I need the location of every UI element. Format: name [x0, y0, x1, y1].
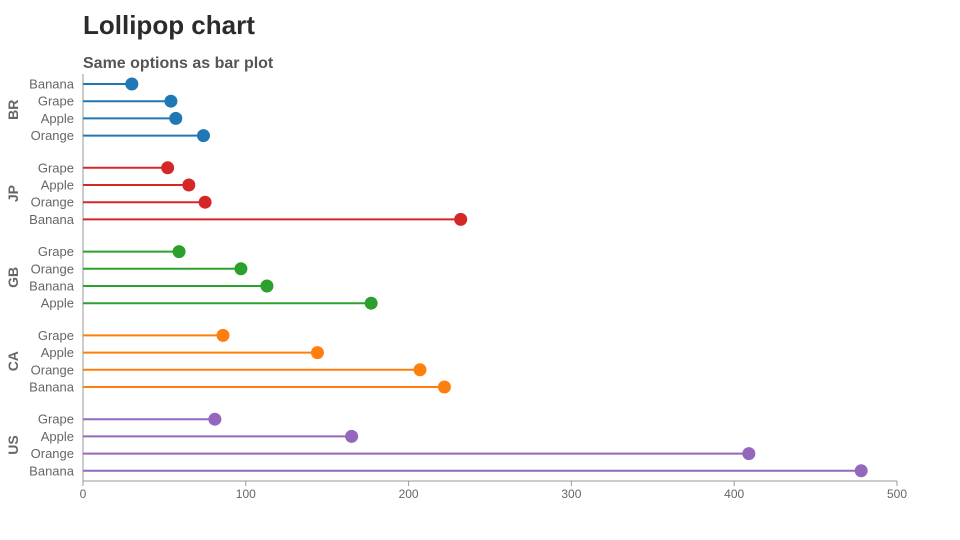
lollipop-dot: [169, 111, 183, 125]
lollipop-dot: [310, 346, 324, 360]
x-tick-label: 0: [80, 487, 87, 501]
group-label: BR: [5, 100, 21, 120]
category-label: Grape: [38, 244, 74, 259]
lollipop-dot: [182, 178, 196, 192]
category-label: Orange: [31, 362, 74, 377]
category-label: Grape: [38, 94, 74, 109]
category-label: Orange: [31, 128, 74, 143]
group-br: Banana Grape Apple Orange BR: [5, 77, 210, 143]
lollipop-dot: [454, 212, 468, 226]
chart-subtitle: Same options as bar plot: [83, 55, 274, 72]
group-label: CA: [5, 351, 21, 371]
category-label: Orange: [31, 261, 74, 276]
category-label: Apple: [41, 429, 74, 444]
lollipop-dot: [164, 94, 178, 108]
lollipop-dot: [198, 195, 212, 209]
category-label: Apple: [41, 178, 74, 193]
category-label: Grape: [38, 328, 74, 343]
lollipop-dot: [364, 296, 378, 310]
category-label: Banana: [29, 279, 75, 294]
x-tick-label: 200: [399, 487, 419, 501]
category-label: Grape: [38, 160, 74, 175]
lollipop-dot: [345, 429, 359, 443]
chart-title: Lollipop chart: [83, 10, 255, 40]
category-label: Orange: [31, 446, 74, 461]
category-label: Grape: [38, 412, 74, 427]
group-ca: Grape Apple Orange Banana CA: [5, 328, 451, 395]
x-tick-label: 400: [724, 487, 744, 501]
lollipop-dot: [161, 161, 175, 175]
category-label: Orange: [31, 195, 74, 210]
lollipop-dot: [413, 363, 427, 377]
category-label: Apple: [41, 345, 74, 360]
category-label: Banana: [29, 77, 75, 92]
lollipop-dot: [437, 380, 451, 394]
category-label: Apple: [41, 111, 74, 126]
category-label: Apple: [41, 296, 74, 311]
lollipop-dot: [260, 279, 274, 293]
lollipop-dot: [208, 412, 222, 426]
lollipop-dot: [125, 77, 139, 91]
group-label: US: [5, 435, 21, 454]
x-axis: 0 100 200 300 400 500: [80, 480, 907, 501]
plot-area: Banana Grape Apple Orange BR Grape Apple Orange…: [5, 77, 868, 478]
group-label: GB: [5, 267, 21, 288]
category-label: Banana: [29, 212, 75, 227]
lollipop-dot: [172, 245, 186, 259]
x-tick-label: 100: [236, 487, 256, 501]
lollipop-dot: [234, 262, 248, 276]
group-label: JP: [5, 185, 21, 202]
group-us: Grape Apple Orange Banana US: [5, 412, 868, 478]
category-label: Banana: [29, 463, 75, 478]
lollipop-dot: [854, 464, 868, 478]
lollipop-dot: [196, 129, 210, 143]
category-label: Banana: [29, 380, 75, 395]
lollipop-dot: [742, 447, 756, 461]
group-gb: Grape Orange Banana Apple GB: [5, 244, 378, 311]
x-tick-label: 500: [887, 487, 907, 501]
lollipop-dot: [216, 328, 230, 342]
x-tick-label: 300: [561, 487, 581, 501]
group-jp: Grape Apple Orange Banana JP: [5, 160, 468, 227]
